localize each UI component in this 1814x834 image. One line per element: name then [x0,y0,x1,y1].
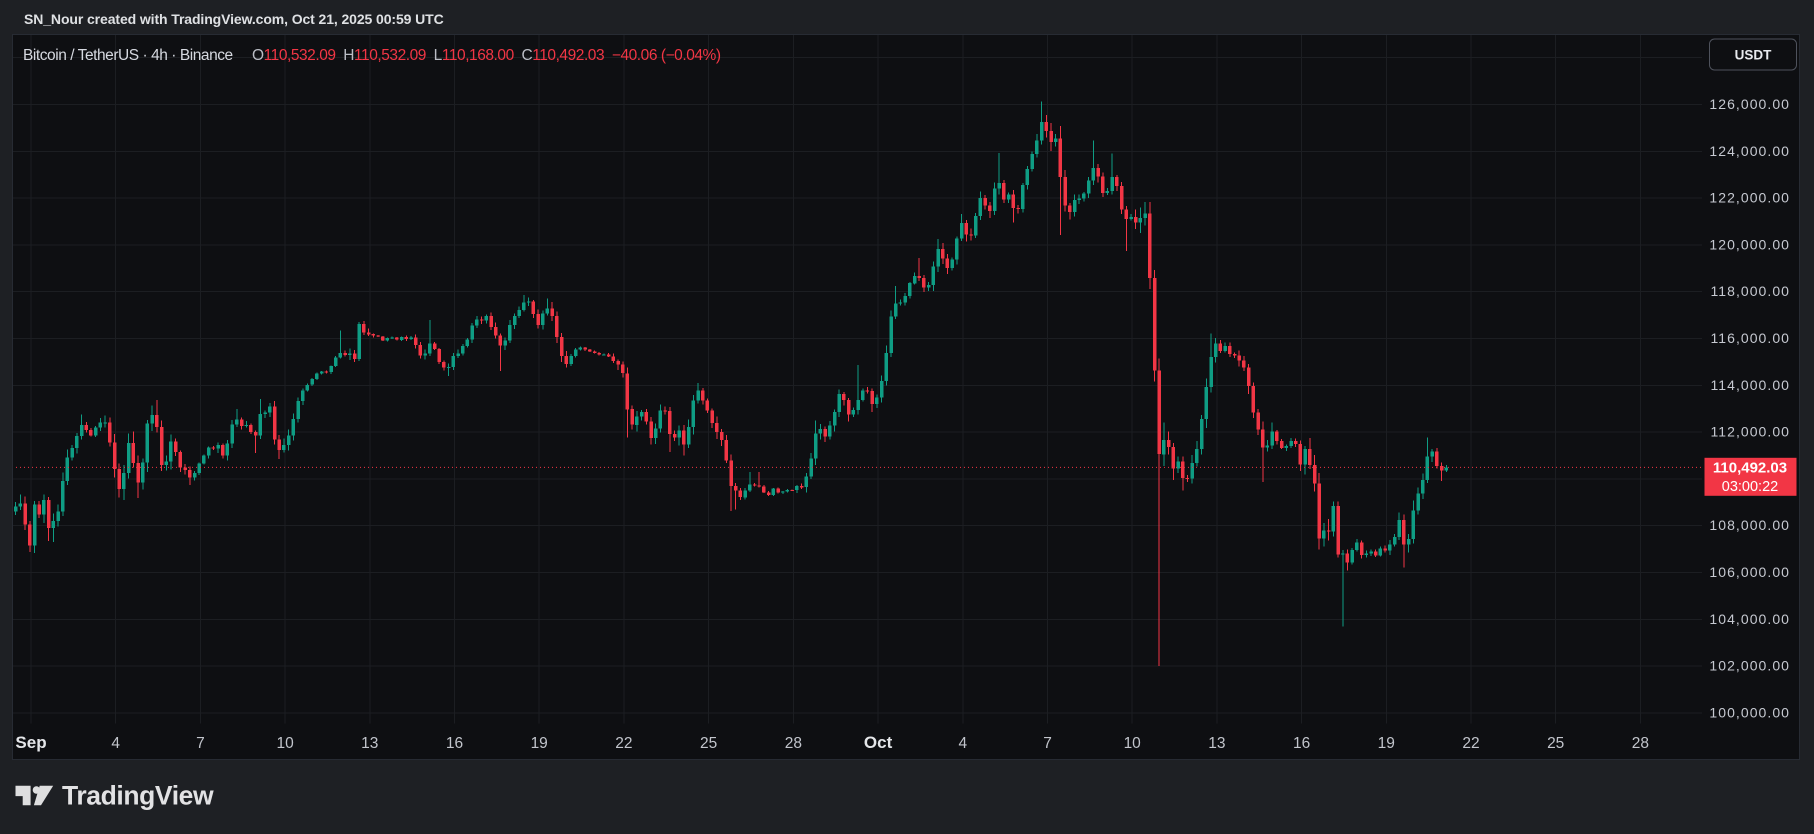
svg-text:108,000.00: 108,000.00 [1709,517,1790,533]
svg-text:100,000.00: 100,000.00 [1709,704,1790,720]
svg-text:28: 28 [1632,735,1649,752]
svg-text:124,000.00: 124,000.00 [1709,143,1790,159]
svg-text:122,000.00: 122,000.00 [1709,190,1790,206]
svg-text:7: 7 [196,735,205,752]
svg-text:110,492.03: 110,492.03 [1713,459,1787,476]
svg-text:102,000.00: 102,000.00 [1709,658,1790,674]
svg-text:Sep: Sep [15,733,46,752]
svg-text:13: 13 [361,735,378,752]
svg-text:116,000.00: 116,000.00 [1710,330,1790,346]
svg-text:22: 22 [615,735,632,752]
svg-text:106,000.00: 106,000.00 [1709,564,1790,580]
svg-text:25: 25 [1547,735,1564,752]
svg-text:28: 28 [785,735,802,752]
svg-text:104,000.00: 104,000.00 [1709,611,1790,627]
svg-text:22: 22 [1462,735,1479,752]
svg-text:126,000.00: 126,000.00 [1709,96,1790,112]
svg-text:Oct: Oct [864,733,893,752]
svg-text:03:00:22: 03:00:22 [1722,479,1778,495]
svg-text:19: 19 [531,735,548,752]
svg-text:4: 4 [111,735,120,752]
svg-text:TradingView: TradingView [62,782,214,810]
svg-text:10: 10 [276,735,294,752]
svg-text:16: 16 [1293,735,1310,752]
svg-text:13: 13 [1208,735,1225,752]
svg-text:USDT: USDT [1735,48,1773,63]
svg-text:16: 16 [446,735,463,752]
svg-text:19: 19 [1378,735,1395,752]
svg-text:112,000.00: 112,000.00 [1710,424,1790,440]
svg-text:114,000.00: 114,000.00 [1710,377,1790,393]
svg-text:25: 25 [700,735,717,752]
svg-text:4: 4 [958,735,967,752]
svg-text:10: 10 [1124,735,1142,752]
svg-text:120,000.00: 120,000.00 [1709,236,1790,252]
svg-text:118,000.00: 118,000.00 [1710,283,1790,299]
svg-text:7: 7 [1043,735,1052,752]
